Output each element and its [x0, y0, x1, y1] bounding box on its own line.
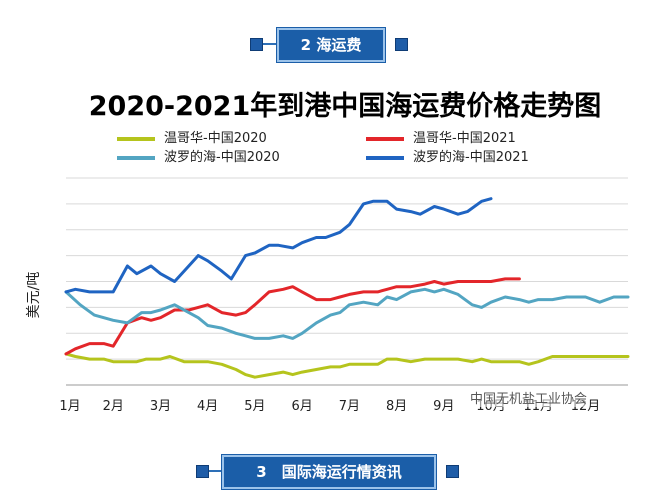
x-tick-label: 5月	[244, 399, 265, 414]
header-label-box: 2 海运费	[277, 28, 385, 62]
legend-swatch	[117, 137, 155, 141]
legend-label: 波罗的海-中国2020	[164, 150, 280, 165]
series-line-0	[64, 352, 630, 379]
grid-lines	[66, 177, 628, 386]
series-line-3	[64, 197, 493, 294]
x-tick-label: 9月	[433, 399, 454, 414]
series-line-2	[64, 287, 630, 340]
header-label: 2 海运费	[300, 36, 362, 54]
x-tick-label: 7月	[339, 399, 360, 414]
legend-swatch	[366, 137, 404, 141]
watermark-text: 中国无机盐工业协会	[470, 388, 588, 407]
legend-swatch	[366, 156, 404, 160]
chart-title: 2020-2021年到港中国海运费价格走势图	[88, 91, 602, 122]
header-label-box: 3 国际海运行情资讯	[222, 455, 436, 489]
legend-swatch	[117, 156, 155, 160]
y-axis-label: 美元/吨	[26, 272, 42, 319]
header-square-left	[250, 38, 263, 51]
header-square-left	[196, 465, 209, 478]
legend-label: 温哥华-中国2020	[164, 131, 267, 146]
x-tick-label: 2月	[103, 399, 124, 414]
header-rule-left	[198, 470, 228, 472]
x-tick-label: 1月	[59, 399, 80, 414]
section-header-intl-shipping-news: 3 国际海运行情资讯	[0, 451, 658, 491]
section-header-sea-freight: 2 海运费	[0, 24, 658, 64]
header-square-right	[395, 38, 408, 51]
header-square-right	[446, 465, 459, 478]
x-tick-label: 3月	[150, 399, 171, 414]
x-tick-label: 6月	[291, 399, 312, 414]
x-tick-label: 4月	[197, 399, 218, 414]
legend-label: 波罗的海-中国2021	[413, 150, 529, 165]
x-tick-label: 8月	[386, 399, 407, 414]
legend-label: 温哥华-中国2021	[413, 131, 516, 146]
header-label: 3 国际海运行情资讯	[256, 463, 402, 481]
series-line-1	[64, 277, 521, 356]
series-lines	[64, 197, 630, 379]
header-rule-left	[252, 43, 282, 45]
